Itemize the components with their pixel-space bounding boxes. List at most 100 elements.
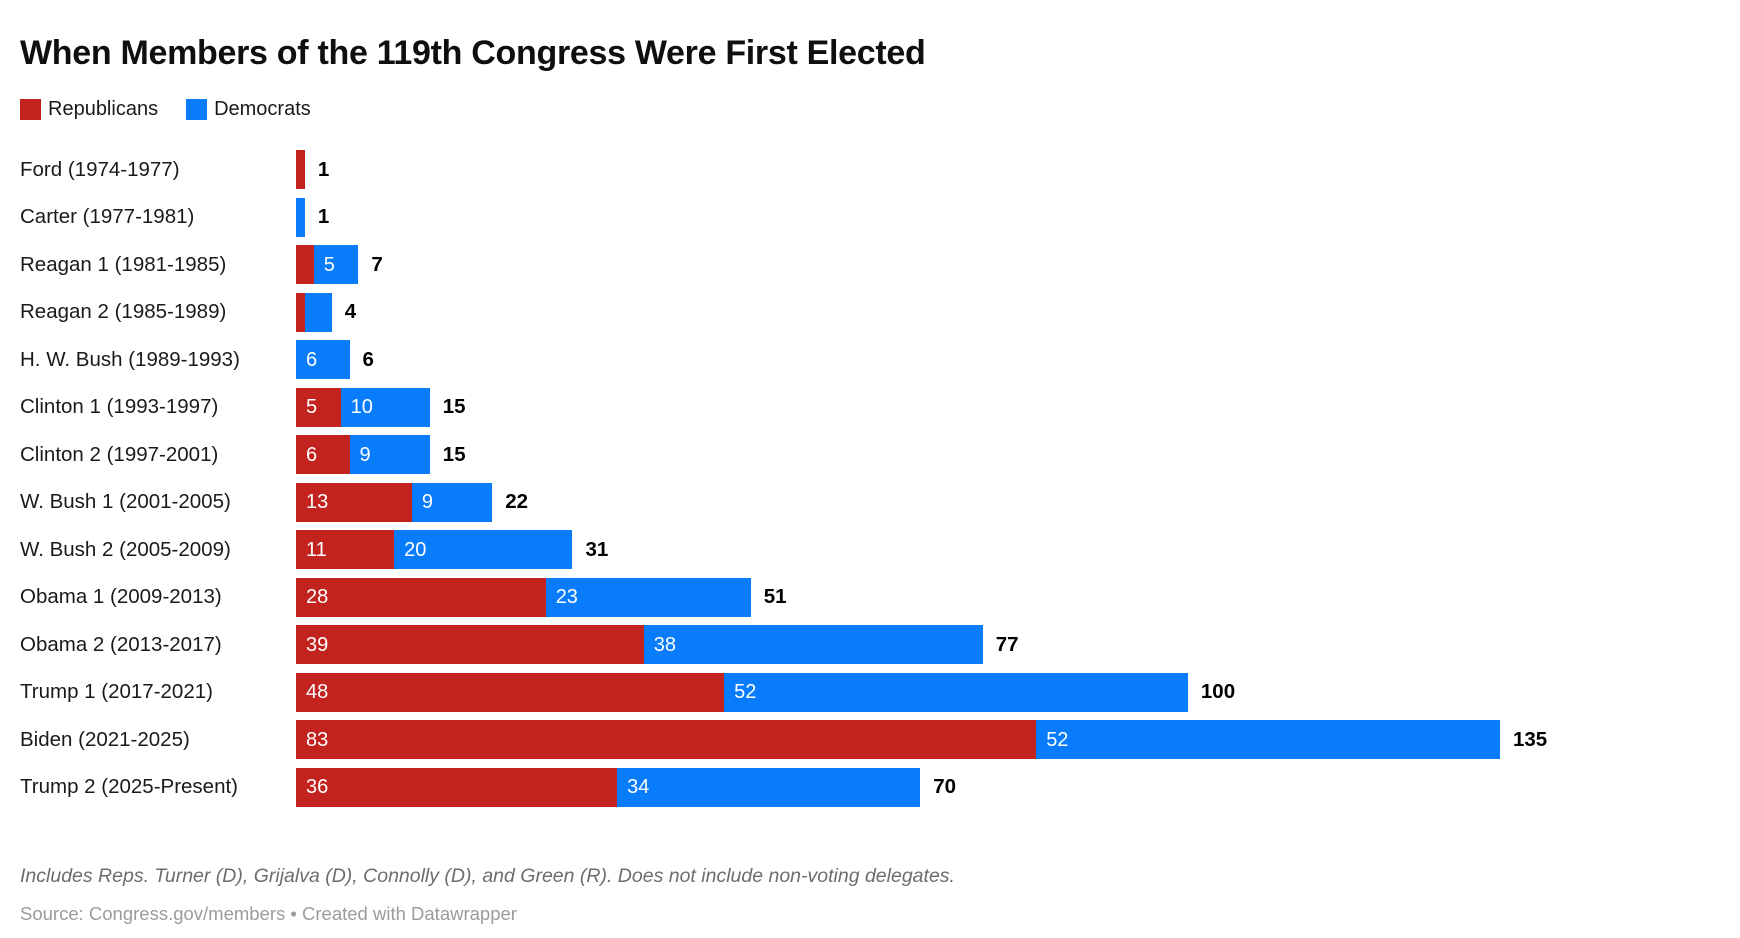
segment-value-label: 6 (306, 443, 318, 466)
total-label: 1 (317, 157, 330, 181)
bar-track: 1 (296, 197, 330, 237)
republican-bar-segment[interactable]: 5 (296, 387, 341, 427)
segment-value-label: 11 (306, 538, 327, 561)
republican-bar-segment[interactable] (296, 292, 305, 332)
bar-track: 6 9 15 (296, 435, 466, 475)
total-label: 15 (442, 395, 466, 419)
bar-row: Ford (1974-1977) 1 (20, 146, 1716, 194)
row-label: W. Bush 2 (2005-2009) (20, 537, 231, 561)
total-label: 77 (995, 632, 1019, 656)
chart-title: When Members of the 119th Congress Were … (20, 34, 926, 72)
row-label: Ford (1974-1977) (20, 157, 180, 181)
bar-track: 1 (296, 150, 330, 190)
row-label: Obama 1 (2009-2013) (20, 585, 222, 609)
segment-value-label: 28 (306, 586, 329, 609)
republican-bar-segment[interactable] (296, 245, 314, 285)
democrat-bar-segment[interactable]: 52 (1036, 720, 1500, 760)
bar-track: 11 20 31 (296, 530, 609, 570)
republican-bar-segment[interactable]: 36 (296, 767, 618, 807)
bar-row: H. W. Bush (1989-1993) 6 6 (20, 336, 1716, 384)
bar-track: 36 34 70 (296, 767, 957, 807)
segment-value-label: 13 (306, 491, 329, 514)
row-label: Clinton 1 (1993-1997) (20, 395, 219, 419)
democrat-bar-segment[interactable] (296, 197, 305, 237)
bar-row: W. Bush 2 (2005-2009) 11 20 31 (20, 526, 1716, 574)
segment-value-label: 52 (734, 681, 757, 704)
legend-item-democrats: Democrats (186, 98, 311, 121)
democrat-bar-segment[interactable]: 10 (340, 387, 430, 427)
bar-row: Biden (2021-2025) 83 52 135 (20, 716, 1716, 764)
bar-chart: Ford (1974-1977) 1 Carter (1977-1981) 1 Reag… (20, 146, 1716, 811)
legend-label-democrats: Democrats (214, 98, 311, 120)
total-label: 135 (1512, 727, 1548, 751)
democrat-bar-segment[interactable]: 34 (617, 767, 921, 807)
segment-value-label: 6 (306, 348, 318, 371)
bar-row: Carter (1977-1981) 1 (20, 194, 1716, 242)
row-label: H. W. Bush (1989-1993) (20, 347, 240, 371)
democrat-bar-segment[interactable]: 9 (411, 482, 493, 522)
segment-value-label: 10 (350, 396, 373, 419)
bar-track: 83 52 135 (296, 720, 1548, 760)
total-label: 31 (585, 537, 609, 561)
bar-track: 39 38 77 (296, 625, 1019, 665)
democrat-bar-segment[interactable]: 6 (296, 340, 350, 380)
row-label: Clinton 2 (1997-2001) (20, 442, 219, 466)
total-label: 1 (317, 205, 330, 229)
segment-value-label: 48 (306, 681, 329, 704)
segment-value-label: 20 (404, 538, 427, 561)
total-label: 51 (763, 585, 787, 609)
row-label: Obama 2 (2013-2017) (20, 632, 222, 656)
democrat-bar-segment[interactable]: 20 (394, 530, 573, 570)
bar-track: 5 10 15 (296, 387, 466, 427)
total-label: 70 (933, 775, 957, 799)
democrat-bar-segment[interactable]: 23 (545, 577, 751, 617)
republican-bar-segment[interactable]: 83 (296, 720, 1037, 760)
row-label: Carter (1977-1981) (20, 205, 195, 229)
republican-bar-segment[interactable]: 13 (296, 482, 412, 522)
total-label: 100 (1200, 680, 1236, 704)
bar-row: W. Bush 1 (2001-2005) 13 9 22 (20, 479, 1716, 527)
bar-track: 28 23 51 (296, 577, 787, 617)
republican-bar-segment[interactable]: 28 (296, 577, 546, 617)
bar-row: Reagan 2 (1985-1989) 4 (20, 289, 1716, 337)
segment-value-label: 23 (555, 586, 578, 609)
democrat-bar-segment[interactable] (304, 292, 332, 332)
democrat-bar-segment[interactable]: 9 (349, 435, 430, 475)
republican-bar-segment[interactable]: 11 (296, 530, 395, 570)
democrat-bar-segment[interactable]: 52 (724, 672, 1188, 712)
democrat-bar-segment[interactable]: 38 (643, 625, 983, 665)
segment-value-label: 5 (306, 396, 318, 419)
segment-value-label: 52 (1046, 728, 1069, 751)
democrat-bar-segment[interactable]: 5 (313, 245, 359, 285)
segment-value-label: 38 (653, 633, 677, 656)
footnote: Includes Reps. Turner (D), Grijalva (D),… (20, 865, 955, 887)
total-label: 6 (362, 347, 374, 371)
republican-bar-segment[interactable]: 6 (296, 435, 350, 475)
row-label: Biden (2021-2025) (20, 727, 190, 751)
bar-row: Trump 2 (2025-Present) 36 34 70 (20, 764, 1716, 812)
total-label: 15 (442, 442, 466, 466)
segment-value-label: 5 (323, 253, 335, 276)
segment-value-label: 83 (306, 728, 329, 751)
bar-row: Reagan 1 (1981-1985) 5 7 (20, 241, 1716, 289)
republican-bar-segment[interactable]: 48 (296, 672, 725, 712)
legend: Republicans Democrats (20, 98, 1716, 121)
segment-value-label: 39 (306, 633, 329, 656)
bar-row: Trump 1 (2017-2021) 48 52 100 (20, 669, 1716, 717)
row-label: Trump 1 (2017-2021) (20, 680, 213, 704)
legend-item-republicans: Republicans (20, 98, 158, 121)
legend-label-republicans: Republicans (48, 98, 159, 120)
republicans-swatch-icon (20, 99, 41, 120)
bar-track: 48 52 100 (296, 672, 1236, 712)
segment-value-label: 9 (359, 443, 371, 466)
total-label: 4 (344, 300, 357, 324)
republican-bar-segment[interactable]: 39 (296, 625, 644, 665)
democrats-swatch-icon (186, 99, 208, 120)
bar-row: Obama 2 (2013-2017) 39 38 77 (20, 621, 1716, 669)
republican-bar-segment[interactable] (296, 150, 305, 190)
bar-track: 13 9 22 (296, 482, 528, 522)
bar-row: Clinton 1 (1993-1997) 5 10 15 (20, 384, 1716, 432)
